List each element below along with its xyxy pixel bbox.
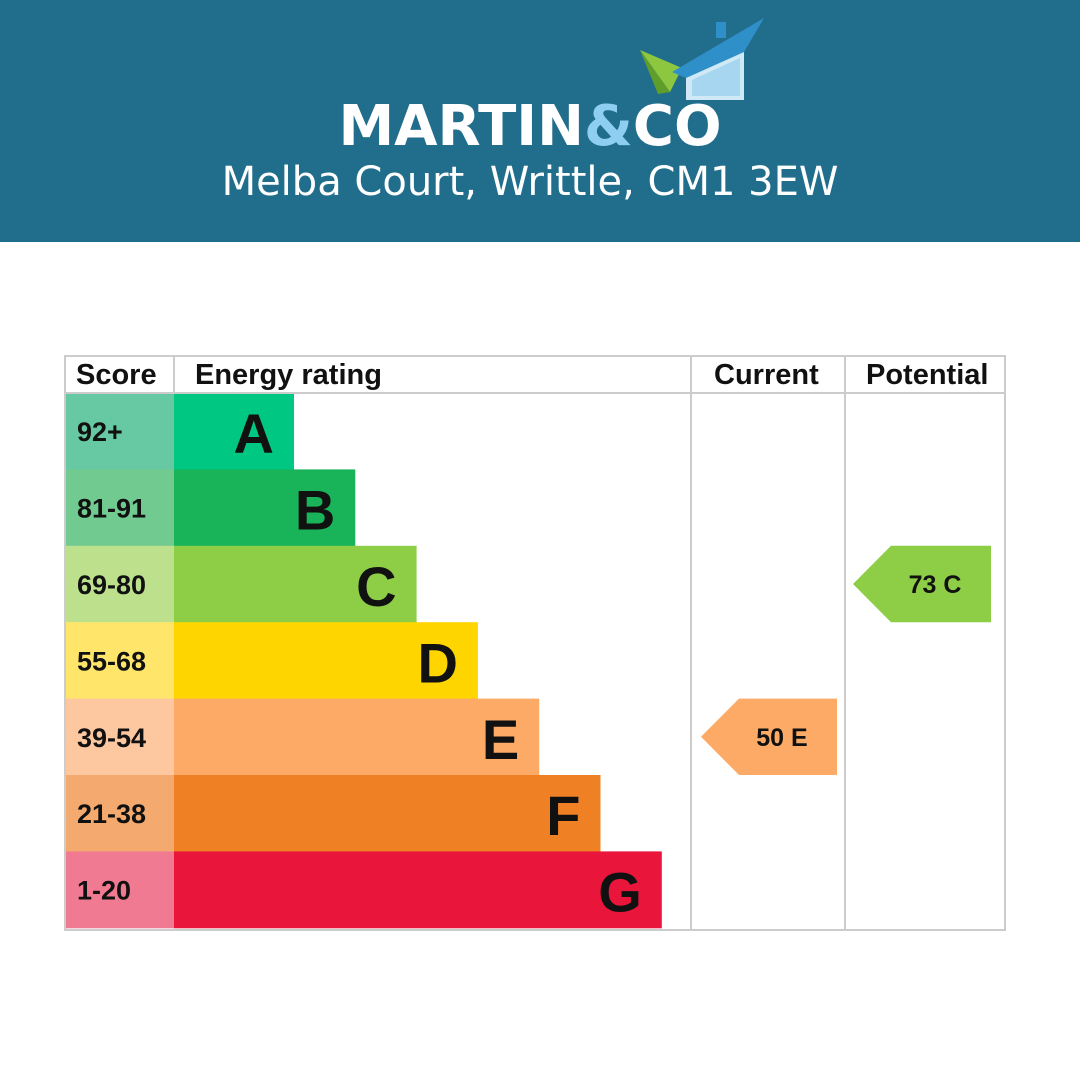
score-label-g: 1-20	[77, 876, 131, 906]
brand-logo-text: MARTIN&CO	[338, 94, 722, 159]
score-label-b: 81-91	[77, 494, 146, 524]
table-border	[64, 355, 1006, 931]
score-label-e: 39-54	[77, 723, 146, 753]
rating-letter-d: D	[417, 631, 457, 694]
rating-letter-e: E	[482, 708, 519, 771]
score-label-f: 21-38	[77, 799, 146, 829]
rating-bar-f	[174, 775, 601, 852]
band-row-e: 39-54 E	[64, 698, 540, 776]
column-header-current: Current	[714, 359, 819, 391]
rating-letter-b: B	[295, 479, 335, 542]
current-rating-arrow: 50 E	[701, 698, 837, 775]
header-banner: MARTIN&CO Melba Court, Writtle, CM1 3EW	[0, 0, 1080, 242]
score-cell-g	[64, 851, 174, 929]
score-cell-f	[64, 775, 174, 852]
rating-letter-c: C	[356, 555, 396, 618]
band-row-a: 92+ A	[64, 393, 294, 470]
potential-rating-arrow: 73 C	[853, 545, 991, 623]
rating-bar-e	[174, 698, 540, 776]
rating-letter-a: A	[234, 402, 274, 465]
rating-bar-b	[174, 469, 356, 547]
score-cell-a	[64, 393, 174, 470]
band-row-c: 69-80 C	[64, 545, 417, 623]
score-label-d: 55-68	[77, 646, 146, 676]
potential-rating-arrow-label: 73 C	[909, 571, 962, 599]
score-cell-d	[64, 622, 174, 700]
column-header-score: Score	[76, 359, 157, 391]
potential-rating-arrow-shape	[853, 545, 991, 623]
band-row-f: 21-38 F	[64, 775, 601, 852]
rating-bar-g	[174, 851, 662, 929]
rating-letter-f: F	[546, 784, 580, 847]
house-roof-icon	[640, 18, 764, 100]
score-cell-b	[64, 469, 174, 547]
epc-chart-graphic: 92+ A81-91 B69-80 C55-68 D39-54 E21-38 F1-20 G …	[64, 355, 1006, 931]
rating-bar-c	[174, 545, 417, 623]
property-address: Melba Court, Writtle, CM1 3EW	[221, 159, 839, 205]
current-rating-arrow-label: 50 E	[756, 724, 807, 752]
band-row-d: 55-68 D	[64, 622, 478, 700]
current-rating-arrow-shape	[701, 698, 837, 775]
score-cell-e	[64, 698, 174, 776]
column-header-rating: Energy rating	[195, 359, 382, 391]
epc-chart: 92+ A 81-91 B 69-80 C 55-68 D 39-54 E 21-38 F 1-20 G …	[64, 355, 1006, 931]
band-row-g: 1-20 G	[64, 851, 662, 929]
rating-letter-g: G	[598, 861, 642, 924]
score-cell-c	[64, 545, 174, 623]
rating-bar-a	[174, 393, 294, 470]
column-header-potential: Potential	[866, 359, 989, 391]
band-row-b: 81-91 B	[64, 469, 356, 547]
score-label-a: 92+	[77, 417, 123, 447]
score-label-c: 69-80	[77, 570, 146, 600]
rating-bar-d	[174, 622, 478, 700]
